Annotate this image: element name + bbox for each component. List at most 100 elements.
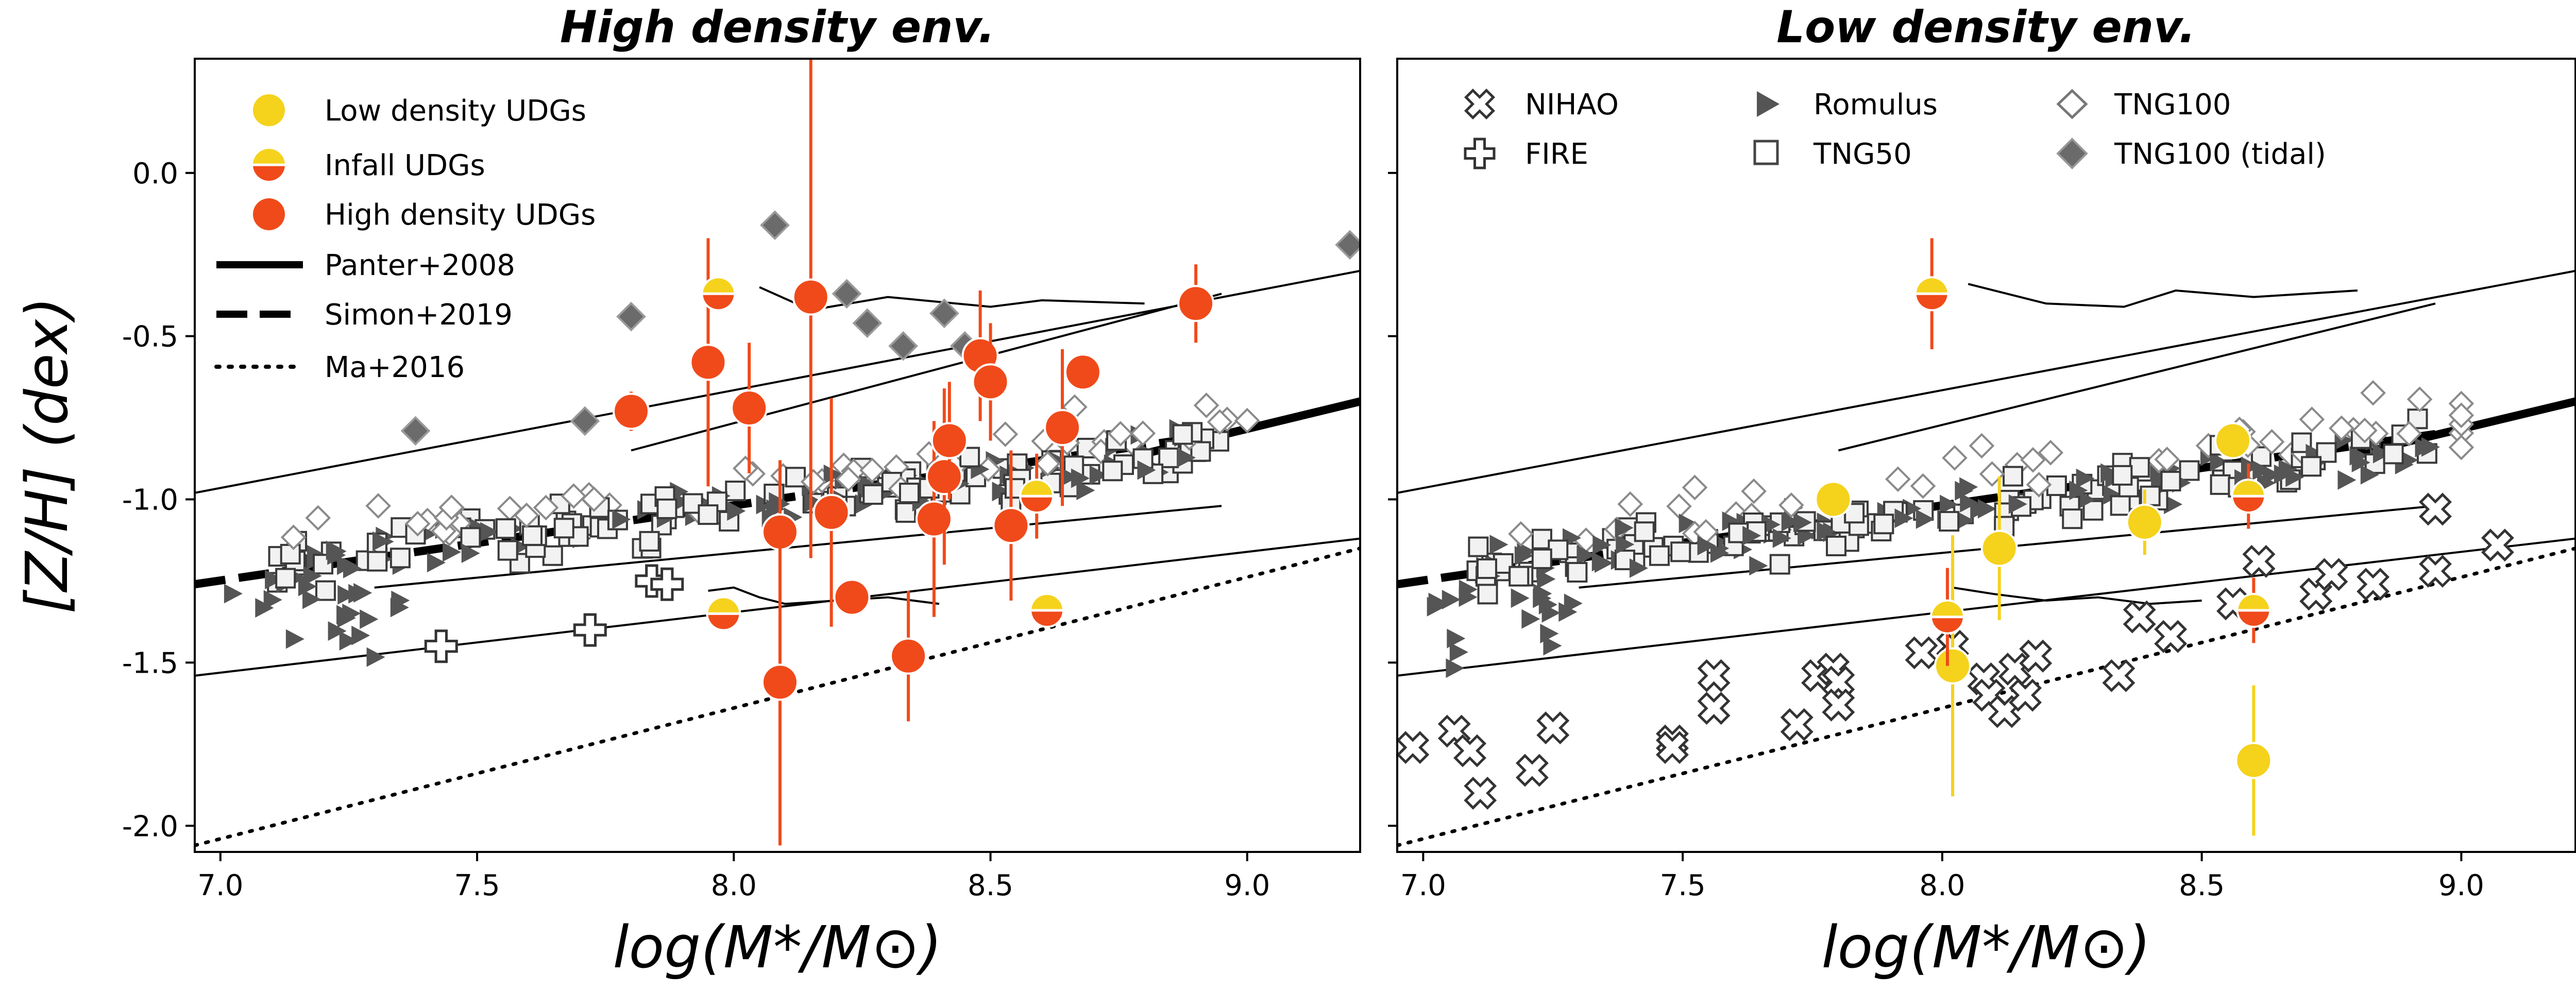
tng50-point (2062, 508, 2083, 529)
tng50-point (2383, 443, 2404, 465)
tng100-point (733, 455, 758, 482)
nihao-point (2009, 678, 2042, 712)
romulus-point (1970, 500, 1989, 520)
infall-udg-bottom-half (703, 294, 734, 310)
infall-udg-top-half (1021, 481, 1053, 497)
tng50-point (899, 483, 920, 504)
romulus-point (1060, 467, 1079, 487)
nihao-point (2315, 558, 2348, 591)
y-tick-label: 0.0 (132, 157, 178, 191)
romulus-point (1940, 494, 1959, 515)
tng50-point (1102, 460, 1123, 482)
tng50-point (2316, 442, 2337, 463)
tng100-tidal-point (832, 279, 862, 309)
nihao-point (2154, 620, 2188, 653)
high-density-udg-point (613, 392, 650, 430)
infall-udg-bottom-half (1031, 610, 1063, 626)
tng100-point (1508, 521, 1534, 547)
legend-label-romulus: Romulus (1814, 88, 1938, 122)
infall-udg-top-half (703, 278, 734, 294)
romulus-point (339, 630, 358, 651)
nihao-point (1536, 711, 1570, 745)
high-density-udg-point (992, 507, 1030, 544)
romulus-point (2351, 453, 2370, 473)
romulus-point (1514, 545, 1533, 566)
romulus-point (1446, 658, 1465, 678)
tng50-point (1172, 424, 1193, 445)
high-density-udg-point (925, 458, 963, 496)
x-tick-label: 8.0 (711, 869, 757, 902)
panel-title-high-density: High density env. (560, 2, 995, 53)
axes-frame-left (194, 58, 1361, 853)
nihao-point (2123, 600, 2156, 634)
infall-udg-point (701, 276, 736, 312)
simulation-points-right (1397, 380, 2514, 810)
x-tick-label: 9.0 (2438, 869, 2484, 902)
legend-label-tng100-tidal: TNG100 (tidal) (2114, 138, 2326, 171)
romulus-point (326, 540, 345, 560)
panel-high-density: High density env. 7.0 7.5 8.0 8.5 9.0 0.0 -0.5… (122, 2, 1361, 981)
tng100-point (1741, 478, 1767, 504)
romulus-point (2337, 470, 2357, 490)
tng100-point (2020, 447, 2046, 473)
infall-udg-bottom-half (2233, 496, 2264, 512)
nihao-point (1780, 708, 1814, 741)
tng50-point (460, 527, 481, 548)
high-density-udg-point (833, 578, 871, 616)
romulus-point (1540, 623, 1559, 643)
tng50-point (656, 498, 677, 519)
tng50-point (2129, 457, 2150, 478)
romulus-point (1960, 492, 1979, 512)
nihao-point (1515, 754, 1549, 787)
x-tick-label: 7.5 (1660, 869, 1706, 902)
x-axis-label-left: log(M*/M⊙) (613, 914, 942, 981)
udg-points-right (1815, 238, 2273, 836)
nihao-point (1822, 688, 1855, 722)
romulus-point (366, 647, 385, 667)
tng50-point (698, 504, 719, 525)
thin-lower-line (374, 505, 1222, 589)
legend-marker-tng50 (1753, 140, 1779, 165)
romulus-point (1592, 535, 1612, 555)
tng100-point (835, 466, 861, 492)
romulus-point (303, 566, 322, 586)
high-density-udg-point (731, 389, 768, 427)
infall-udg-point (2231, 479, 2266, 514)
romulus-point (265, 570, 284, 590)
legend-x-cross-shape (1464, 88, 1496, 120)
tng100-point (514, 502, 539, 528)
tng50-point (1649, 545, 1670, 566)
tng50-point (367, 551, 388, 572)
tng100-point (859, 457, 885, 483)
romulus-point (443, 542, 462, 562)
legend-label-tng100: TNG100 (2114, 88, 2231, 122)
tng100-point (1617, 491, 1643, 517)
tng50-point (862, 484, 884, 505)
tng100-tidal-point (888, 331, 918, 361)
low-density-udg-point (2126, 503, 2163, 541)
romulus-point (1071, 468, 1090, 488)
nihao-point (1464, 776, 1497, 810)
simulation-points-left (224, 210, 1360, 667)
legend-label-simon: Simon+2019 (325, 298, 513, 332)
nihao-point (2357, 568, 2390, 601)
tng50-point (725, 481, 746, 502)
romulus-point (2210, 452, 2229, 472)
y-tick-label: -2.0 (122, 810, 178, 843)
romulus-point (2241, 456, 2260, 476)
romulus-point (2415, 437, 2434, 457)
tng100-tidal-point (760, 210, 790, 241)
romulus-point (263, 590, 282, 610)
romulus-point (337, 608, 356, 628)
nihao-point (2102, 659, 2136, 692)
tng100-point (2448, 402, 2475, 429)
legend-plus-cross-shape (1464, 138, 1496, 169)
romulus-point (2103, 485, 2122, 505)
tng50-point (1476, 558, 1497, 579)
romulus-point (1722, 511, 1741, 531)
romulus-point (351, 625, 370, 645)
tng50-point (2301, 456, 2322, 477)
tng100-tidal-point (929, 298, 959, 329)
romulus-point (285, 629, 304, 649)
